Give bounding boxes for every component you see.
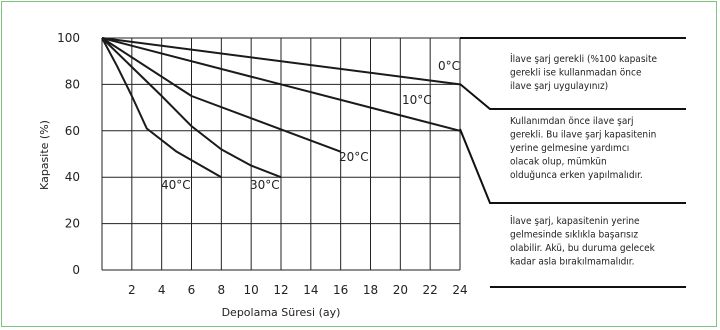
series-label: 20°C xyxy=(339,150,369,164)
annotation-text: ilave şarj uygulayınız) xyxy=(510,81,608,92)
series-line xyxy=(101,37,461,132)
y-tick-label: 20 xyxy=(65,217,80,231)
annotation-text: İlave şarj gerekli (%100 kapasite xyxy=(510,52,658,65)
series-labels: 0°C 10°C 20°C 30°C 40°C xyxy=(161,59,460,192)
y-axis-label: Kapasite (%) xyxy=(38,120,51,190)
series-line xyxy=(101,37,222,179)
annotation-text: kadar asla bırakılmamalıdır. xyxy=(510,257,634,268)
x-tick-label: 6 xyxy=(188,283,196,297)
x-tick-label: 22 xyxy=(423,283,438,297)
x-tick-label: 8 xyxy=(218,283,226,297)
y-tick-label: 100 xyxy=(57,31,80,45)
series-line xyxy=(101,37,461,86)
series-line xyxy=(101,37,282,179)
annotation-text: olabilir. Akü, bu duruma gelecek xyxy=(510,243,656,254)
x-tick-label: 16 xyxy=(333,283,348,297)
annotation-text: gerekli ise kullanmadan önce xyxy=(510,68,642,79)
x-tick-label: 18 xyxy=(363,283,378,297)
series-label: 0°C xyxy=(438,59,460,73)
series-lines xyxy=(101,37,461,179)
x-tick-label: 12 xyxy=(273,283,288,297)
series-label: 10°C xyxy=(402,93,432,107)
x-axis-label: Depolama Süresi (ay) xyxy=(222,306,341,319)
annotation-text: olduğunca erken yapılmalıdır. xyxy=(510,169,643,181)
x-tick-label: 4 xyxy=(158,283,166,297)
annotation-text: yerine gelmesine yardımcı xyxy=(510,143,629,154)
y-tick-label: 0 xyxy=(72,263,80,277)
annotation-text: olacak olup, mümkün xyxy=(510,157,607,168)
x-tick-label: 2 xyxy=(128,283,136,297)
series-label: 30°C xyxy=(250,178,280,192)
y-tick-label: 60 xyxy=(65,124,80,138)
annotation-text: İlave şarj, kapasitenin yerine xyxy=(510,214,640,227)
x-tick-label: 14 xyxy=(303,283,318,297)
series-line xyxy=(101,37,342,153)
x-tick-labels: 2 4 6 8 10 12 14 16 18 20 22 24 xyxy=(128,283,468,297)
x-tick-label: 10 xyxy=(244,283,259,297)
series-label: 40°C xyxy=(161,178,191,192)
y-tick-labels: 0 20 40 60 80 100 xyxy=(57,31,80,277)
y-tick-label: 40 xyxy=(65,170,80,184)
zone-divider xyxy=(459,128,686,204)
annotation-text: gerekli. Bu ilave şarj kapasitenin xyxy=(510,130,656,141)
annotation-text: Kullanımdan önce ilave şarj xyxy=(510,116,634,127)
annotations: İlave şarj gerekli (%100 kapasite gerekli… xyxy=(459,37,686,288)
x-tick-label: 20 xyxy=(393,283,408,297)
x-tick-label: 24 xyxy=(452,283,467,297)
zone-divider xyxy=(459,83,686,110)
y-tick-label: 80 xyxy=(65,77,80,91)
annotation-text: gelmesinde sıklıkla başarısız xyxy=(510,230,638,241)
